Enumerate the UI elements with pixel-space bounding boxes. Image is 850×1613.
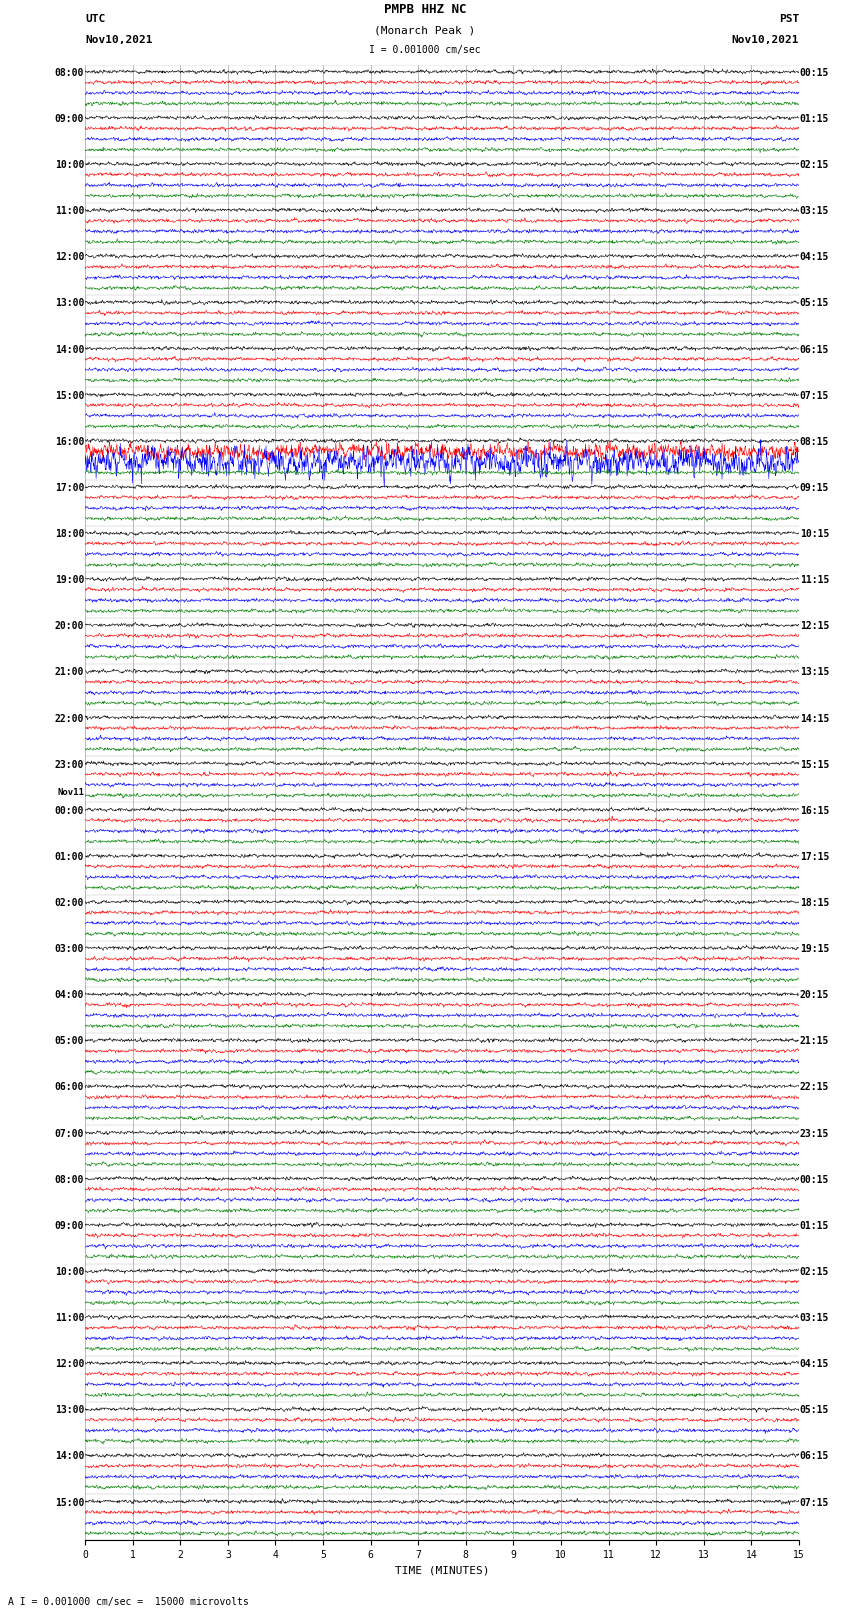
Text: 22:15: 22:15 <box>800 1082 830 1092</box>
Text: 17:00: 17:00 <box>54 482 84 494</box>
Text: 06:15: 06:15 <box>800 345 830 355</box>
Text: 16:00: 16:00 <box>54 437 84 447</box>
Text: 16:15: 16:15 <box>800 806 830 816</box>
Text: 06:00: 06:00 <box>54 1082 84 1092</box>
Text: 05:15: 05:15 <box>800 298 830 308</box>
Text: 22:00: 22:00 <box>54 713 84 724</box>
Text: Nov10,2021: Nov10,2021 <box>85 35 152 45</box>
Text: 14:00: 14:00 <box>54 345 84 355</box>
Text: 13:15: 13:15 <box>800 668 830 677</box>
Text: 03:00: 03:00 <box>54 944 84 955</box>
Text: (Monarch Peak ): (Monarch Peak ) <box>374 26 476 35</box>
Text: 00:00: 00:00 <box>54 806 84 816</box>
Text: 11:15: 11:15 <box>800 576 830 586</box>
Text: 00:15: 00:15 <box>800 1174 830 1184</box>
Text: 17:15: 17:15 <box>800 852 830 861</box>
Text: 12:00: 12:00 <box>54 1360 84 1369</box>
Text: 15:15: 15:15 <box>800 760 830 769</box>
Text: 10:00: 10:00 <box>54 160 84 169</box>
Text: 09:00: 09:00 <box>54 115 84 124</box>
Text: 08:00: 08:00 <box>54 1174 84 1184</box>
Text: 21:15: 21:15 <box>800 1037 830 1047</box>
Text: 13:00: 13:00 <box>54 1405 84 1415</box>
Text: 05:00: 05:00 <box>54 1037 84 1047</box>
Text: 23:00: 23:00 <box>54 760 84 769</box>
Text: 14:15: 14:15 <box>800 713 830 724</box>
Text: 11:00: 11:00 <box>54 1313 84 1323</box>
Text: 05:15: 05:15 <box>800 1405 830 1415</box>
Text: 12:15: 12:15 <box>800 621 830 631</box>
Text: 00:15: 00:15 <box>800 68 830 77</box>
Text: 02:15: 02:15 <box>800 160 830 169</box>
Text: 18:15: 18:15 <box>800 898 830 908</box>
Text: UTC: UTC <box>85 15 105 24</box>
Text: 10:00: 10:00 <box>54 1266 84 1277</box>
Text: 04:00: 04:00 <box>54 990 84 1000</box>
Text: PMPB HHZ NC: PMPB HHZ NC <box>383 3 467 16</box>
Text: 19:15: 19:15 <box>800 944 830 955</box>
Text: PST: PST <box>779 15 799 24</box>
Text: 01:00: 01:00 <box>54 852 84 861</box>
Text: 03:15: 03:15 <box>800 206 830 216</box>
Text: 20:15: 20:15 <box>800 990 830 1000</box>
Text: 09:00: 09:00 <box>54 1221 84 1231</box>
Text: 04:15: 04:15 <box>800 252 830 263</box>
Text: 18:00: 18:00 <box>54 529 84 539</box>
X-axis label: TIME (MINUTES): TIME (MINUTES) <box>394 1566 490 1576</box>
Text: 15:00: 15:00 <box>54 390 84 400</box>
Text: 02:00: 02:00 <box>54 898 84 908</box>
Text: 01:15: 01:15 <box>800 1221 830 1231</box>
Text: 23:15: 23:15 <box>800 1129 830 1139</box>
Text: A I = 0.001000 cm/sec =  15000 microvolts: A I = 0.001000 cm/sec = 15000 microvolts <box>8 1597 249 1607</box>
Text: I = 0.001000 cm/sec: I = 0.001000 cm/sec <box>369 45 481 55</box>
Text: 07:15: 07:15 <box>800 390 830 400</box>
Text: 10:15: 10:15 <box>800 529 830 539</box>
Text: Nov11: Nov11 <box>57 789 84 797</box>
Text: 02:15: 02:15 <box>800 1266 830 1277</box>
Text: 20:00: 20:00 <box>54 621 84 631</box>
Text: 13:00: 13:00 <box>54 298 84 308</box>
Text: 21:00: 21:00 <box>54 668 84 677</box>
Text: Nov10,2021: Nov10,2021 <box>732 35 799 45</box>
Text: 11:00: 11:00 <box>54 206 84 216</box>
Text: 08:00: 08:00 <box>54 68 84 77</box>
Text: 03:15: 03:15 <box>800 1313 830 1323</box>
Text: 09:15: 09:15 <box>800 482 830 494</box>
Text: 06:15: 06:15 <box>800 1452 830 1461</box>
Text: 07:00: 07:00 <box>54 1129 84 1139</box>
Text: 14:00: 14:00 <box>54 1452 84 1461</box>
Text: 04:15: 04:15 <box>800 1360 830 1369</box>
Text: 08:15: 08:15 <box>800 437 830 447</box>
Text: 01:15: 01:15 <box>800 115 830 124</box>
Text: 12:00: 12:00 <box>54 252 84 263</box>
Text: 15:00: 15:00 <box>54 1497 84 1508</box>
Text: 07:15: 07:15 <box>800 1497 830 1508</box>
Text: 19:00: 19:00 <box>54 576 84 586</box>
